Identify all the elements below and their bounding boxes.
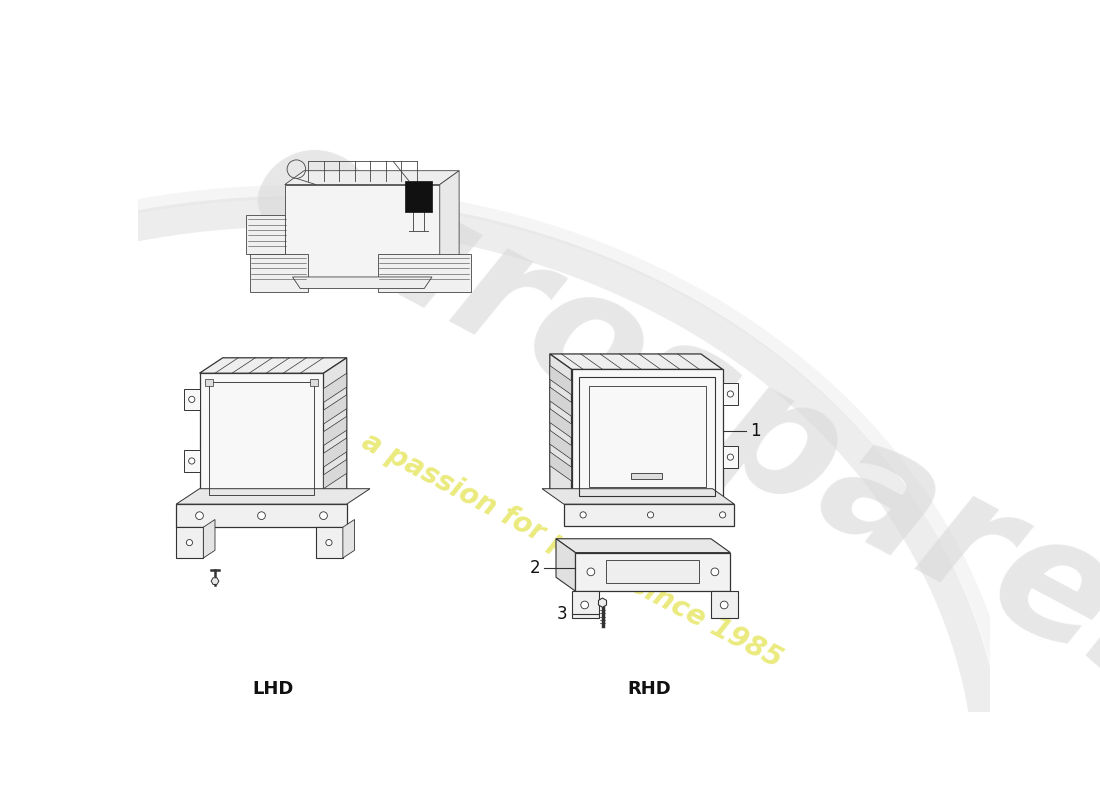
Circle shape bbox=[727, 454, 734, 460]
Circle shape bbox=[581, 601, 589, 609]
Text: eurospares: eurospares bbox=[223, 100, 1100, 738]
Polygon shape bbox=[184, 450, 199, 472]
Text: a passion for parts since 1985: a passion for parts since 1985 bbox=[356, 427, 786, 674]
Polygon shape bbox=[246, 215, 285, 254]
Polygon shape bbox=[323, 373, 346, 402]
Polygon shape bbox=[204, 519, 214, 558]
Circle shape bbox=[719, 512, 726, 518]
Circle shape bbox=[326, 539, 332, 546]
Text: RHD: RHD bbox=[627, 680, 671, 698]
Polygon shape bbox=[556, 538, 730, 553]
Polygon shape bbox=[199, 358, 346, 373]
Polygon shape bbox=[323, 394, 346, 424]
Polygon shape bbox=[285, 170, 459, 185]
Polygon shape bbox=[550, 354, 572, 504]
Text: LHD: LHD bbox=[252, 680, 294, 698]
Polygon shape bbox=[550, 354, 723, 370]
Circle shape bbox=[189, 458, 195, 464]
Polygon shape bbox=[405, 181, 432, 211]
Polygon shape bbox=[176, 504, 346, 527]
Text: 2: 2 bbox=[530, 559, 540, 577]
Polygon shape bbox=[285, 185, 440, 277]
Polygon shape bbox=[550, 452, 572, 481]
Circle shape bbox=[186, 539, 192, 546]
Polygon shape bbox=[199, 373, 323, 504]
Polygon shape bbox=[250, 254, 308, 292]
Polygon shape bbox=[572, 591, 598, 618]
Polygon shape bbox=[323, 358, 346, 504]
Polygon shape bbox=[711, 591, 738, 618]
Polygon shape bbox=[563, 504, 735, 526]
Circle shape bbox=[711, 568, 718, 576]
Polygon shape bbox=[575, 553, 730, 591]
Text: 3: 3 bbox=[557, 606, 568, 623]
Polygon shape bbox=[343, 519, 354, 558]
Polygon shape bbox=[550, 387, 572, 416]
Circle shape bbox=[727, 391, 734, 397]
Polygon shape bbox=[323, 459, 346, 489]
Polygon shape bbox=[631, 474, 662, 479]
Polygon shape bbox=[572, 370, 723, 504]
Circle shape bbox=[196, 512, 204, 519]
Polygon shape bbox=[377, 254, 471, 292]
Polygon shape bbox=[550, 430, 572, 459]
Polygon shape bbox=[550, 366, 572, 394]
Circle shape bbox=[648, 512, 653, 518]
Circle shape bbox=[189, 396, 195, 402]
Circle shape bbox=[320, 512, 328, 519]
Polygon shape bbox=[550, 409, 572, 438]
Polygon shape bbox=[316, 527, 343, 558]
Circle shape bbox=[587, 568, 595, 576]
Polygon shape bbox=[723, 446, 738, 468]
Polygon shape bbox=[211, 578, 219, 585]
Polygon shape bbox=[440, 170, 459, 277]
Polygon shape bbox=[293, 277, 432, 289]
Polygon shape bbox=[606, 560, 700, 583]
Polygon shape bbox=[556, 538, 575, 591]
Polygon shape bbox=[542, 489, 735, 504]
Polygon shape bbox=[176, 527, 204, 558]
Polygon shape bbox=[184, 389, 199, 410]
Polygon shape bbox=[310, 378, 318, 386]
Circle shape bbox=[720, 601, 728, 609]
Circle shape bbox=[257, 512, 265, 519]
Polygon shape bbox=[323, 438, 346, 467]
Polygon shape bbox=[598, 598, 606, 607]
Polygon shape bbox=[723, 383, 738, 405]
Polygon shape bbox=[176, 489, 370, 504]
Polygon shape bbox=[205, 378, 212, 386]
Polygon shape bbox=[323, 416, 346, 446]
Circle shape bbox=[580, 512, 586, 518]
Text: 1: 1 bbox=[750, 422, 760, 440]
